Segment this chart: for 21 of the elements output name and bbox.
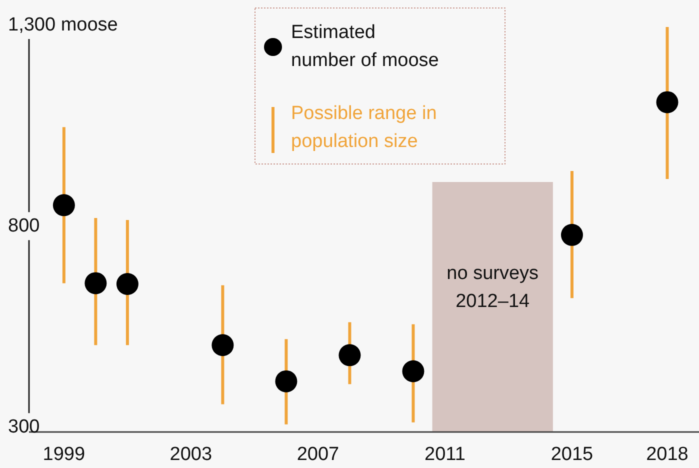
point [116, 273, 138, 295]
x-tick-label: 2007 [296, 444, 340, 465]
annotation: Possible range in population size [291, 103, 437, 152]
point [212, 334, 234, 356]
point [338, 344, 361, 366]
x-tick-label: 2011 [424, 444, 466, 465]
legend-label: Estimated number of moose [291, 22, 439, 71]
band-label: no surveys 2012–14 [446, 263, 539, 312]
point [560, 224, 583, 246]
x-tick-label: 2015 [550, 444, 594, 465]
y-tick-label: 300 [8, 416, 40, 438]
x-tick-label: 2018 [646, 444, 688, 465]
y-tick-label: 800 [8, 216, 40, 237]
point [656, 91, 678, 114]
point [402, 360, 424, 382]
x-tick-label: 2003 [170, 444, 212, 465]
point [275, 370, 298, 392]
point [84, 272, 107, 294]
y-tick-label: 1,300 moose [8, 14, 118, 36]
x-tick-label: 1999 [42, 444, 86, 465]
point [52, 194, 75, 216]
